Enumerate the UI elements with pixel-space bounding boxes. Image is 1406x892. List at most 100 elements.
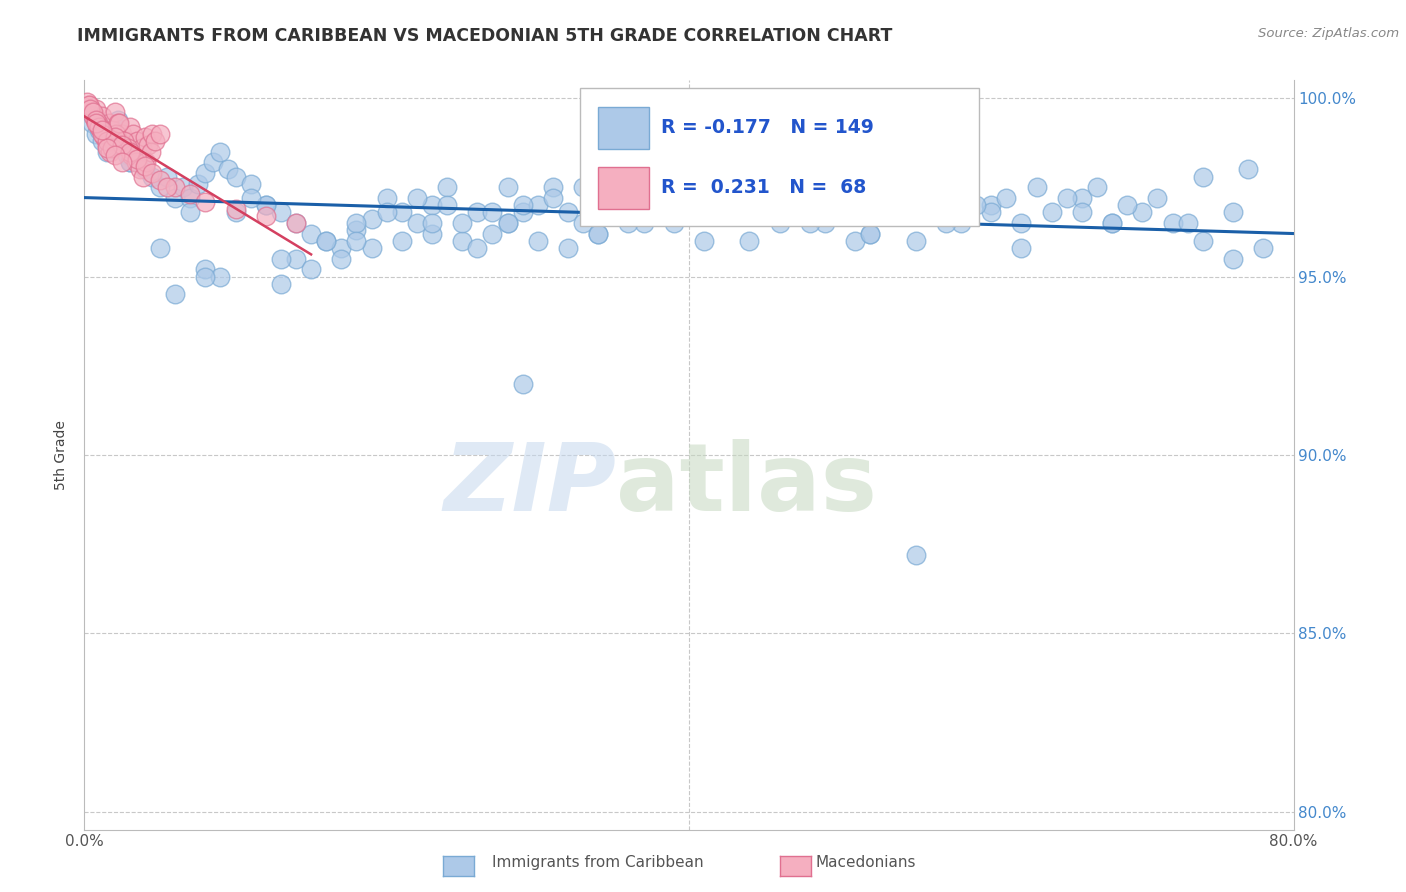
Point (330, 252, 353, 266)
Point (572, 216, 595, 230)
Point (572, 180, 595, 194)
Point (346, 216, 368, 230)
Point (754, 191, 776, 205)
Point (588, 227, 610, 241)
Point (104, 120, 127, 134)
Point (84, 112, 107, 127)
Point (799, 198, 821, 212)
Point (633, 162, 655, 177)
Text: ZIP: ZIP (443, 439, 616, 531)
Point (541, 180, 564, 194)
Point (360, 212, 382, 227)
Point (118, 145, 141, 159)
Point (156, 169, 179, 184)
Point (859, 227, 882, 241)
Point (127, 134, 149, 148)
Point (194, 262, 217, 277)
Point (844, 234, 866, 248)
Point (118, 155, 141, 169)
Point (935, 216, 957, 230)
Point (678, 180, 700, 194)
Point (96, 137, 118, 152)
Point (112, 134, 135, 148)
Point (830, 180, 852, 194)
Point (1177, 216, 1199, 230)
Point (1101, 216, 1123, 230)
Point (111, 127, 134, 141)
Point (121, 127, 143, 141)
Point (149, 173, 172, 187)
Point (80, 116, 103, 130)
Point (783, 180, 806, 194)
Point (451, 216, 474, 230)
Text: Macedonians: Macedonians (815, 855, 915, 870)
Point (1161, 216, 1184, 230)
Point (134, 162, 156, 177)
Point (86, 112, 108, 127)
Point (662, 216, 685, 230)
Text: Source: ZipAtlas.com: Source: ZipAtlas.com (1258, 27, 1399, 40)
Point (391, 234, 413, 248)
Point (980, 198, 1002, 212)
Point (299, 262, 322, 277)
Point (1011, 241, 1033, 255)
Point (104, 105, 127, 120)
Point (1085, 180, 1108, 194)
Point (141, 166, 163, 180)
Point (995, 191, 1018, 205)
Point (602, 198, 624, 212)
Point (91, 109, 114, 123)
Point (890, 205, 912, 219)
Point (201, 155, 224, 169)
Point (512, 205, 534, 219)
Point (209, 269, 232, 284)
Point (315, 234, 337, 248)
Point (648, 198, 671, 212)
Point (100, 123, 122, 137)
Point (950, 216, 973, 230)
Point (1222, 252, 1244, 266)
Point (1025, 180, 1047, 194)
Point (1192, 234, 1215, 248)
Point (285, 252, 308, 266)
Point (420, 216, 443, 230)
Point (86, 127, 108, 141)
Point (96, 134, 118, 148)
Point (141, 127, 163, 141)
Point (107, 116, 129, 130)
Point (117, 141, 139, 155)
Point (346, 234, 368, 248)
Point (101, 134, 124, 148)
Point (1116, 198, 1139, 212)
Point (209, 145, 232, 159)
Point (104, 148, 127, 162)
Point (225, 169, 247, 184)
Point (285, 216, 308, 230)
Point (76, 95, 98, 109)
Point (1011, 216, 1033, 230)
Point (91, 134, 114, 148)
Point (769, 216, 792, 230)
Point (1237, 162, 1260, 177)
FancyBboxPatch shape (581, 87, 979, 227)
Point (467, 205, 489, 219)
Point (678, 191, 700, 205)
Point (541, 191, 564, 205)
Point (179, 187, 201, 202)
Point (141, 169, 163, 184)
Point (299, 227, 322, 241)
Point (859, 227, 882, 241)
Point (527, 198, 550, 212)
Point (527, 234, 550, 248)
Point (254, 198, 277, 212)
Point (346, 223, 368, 237)
Text: IMMIGRANTS FROM CARIBBEAN VS MACEDONIAN 5TH GRADE CORRELATION CHART: IMMIGRANTS FROM CARIBBEAN VS MACEDONIAN … (77, 27, 893, 45)
Point (94, 127, 117, 141)
FancyBboxPatch shape (599, 167, 650, 209)
Point (82, 105, 104, 120)
Point (814, 216, 837, 230)
Point (375, 205, 398, 219)
Point (285, 216, 308, 230)
Point (451, 234, 474, 248)
Point (602, 169, 624, 184)
